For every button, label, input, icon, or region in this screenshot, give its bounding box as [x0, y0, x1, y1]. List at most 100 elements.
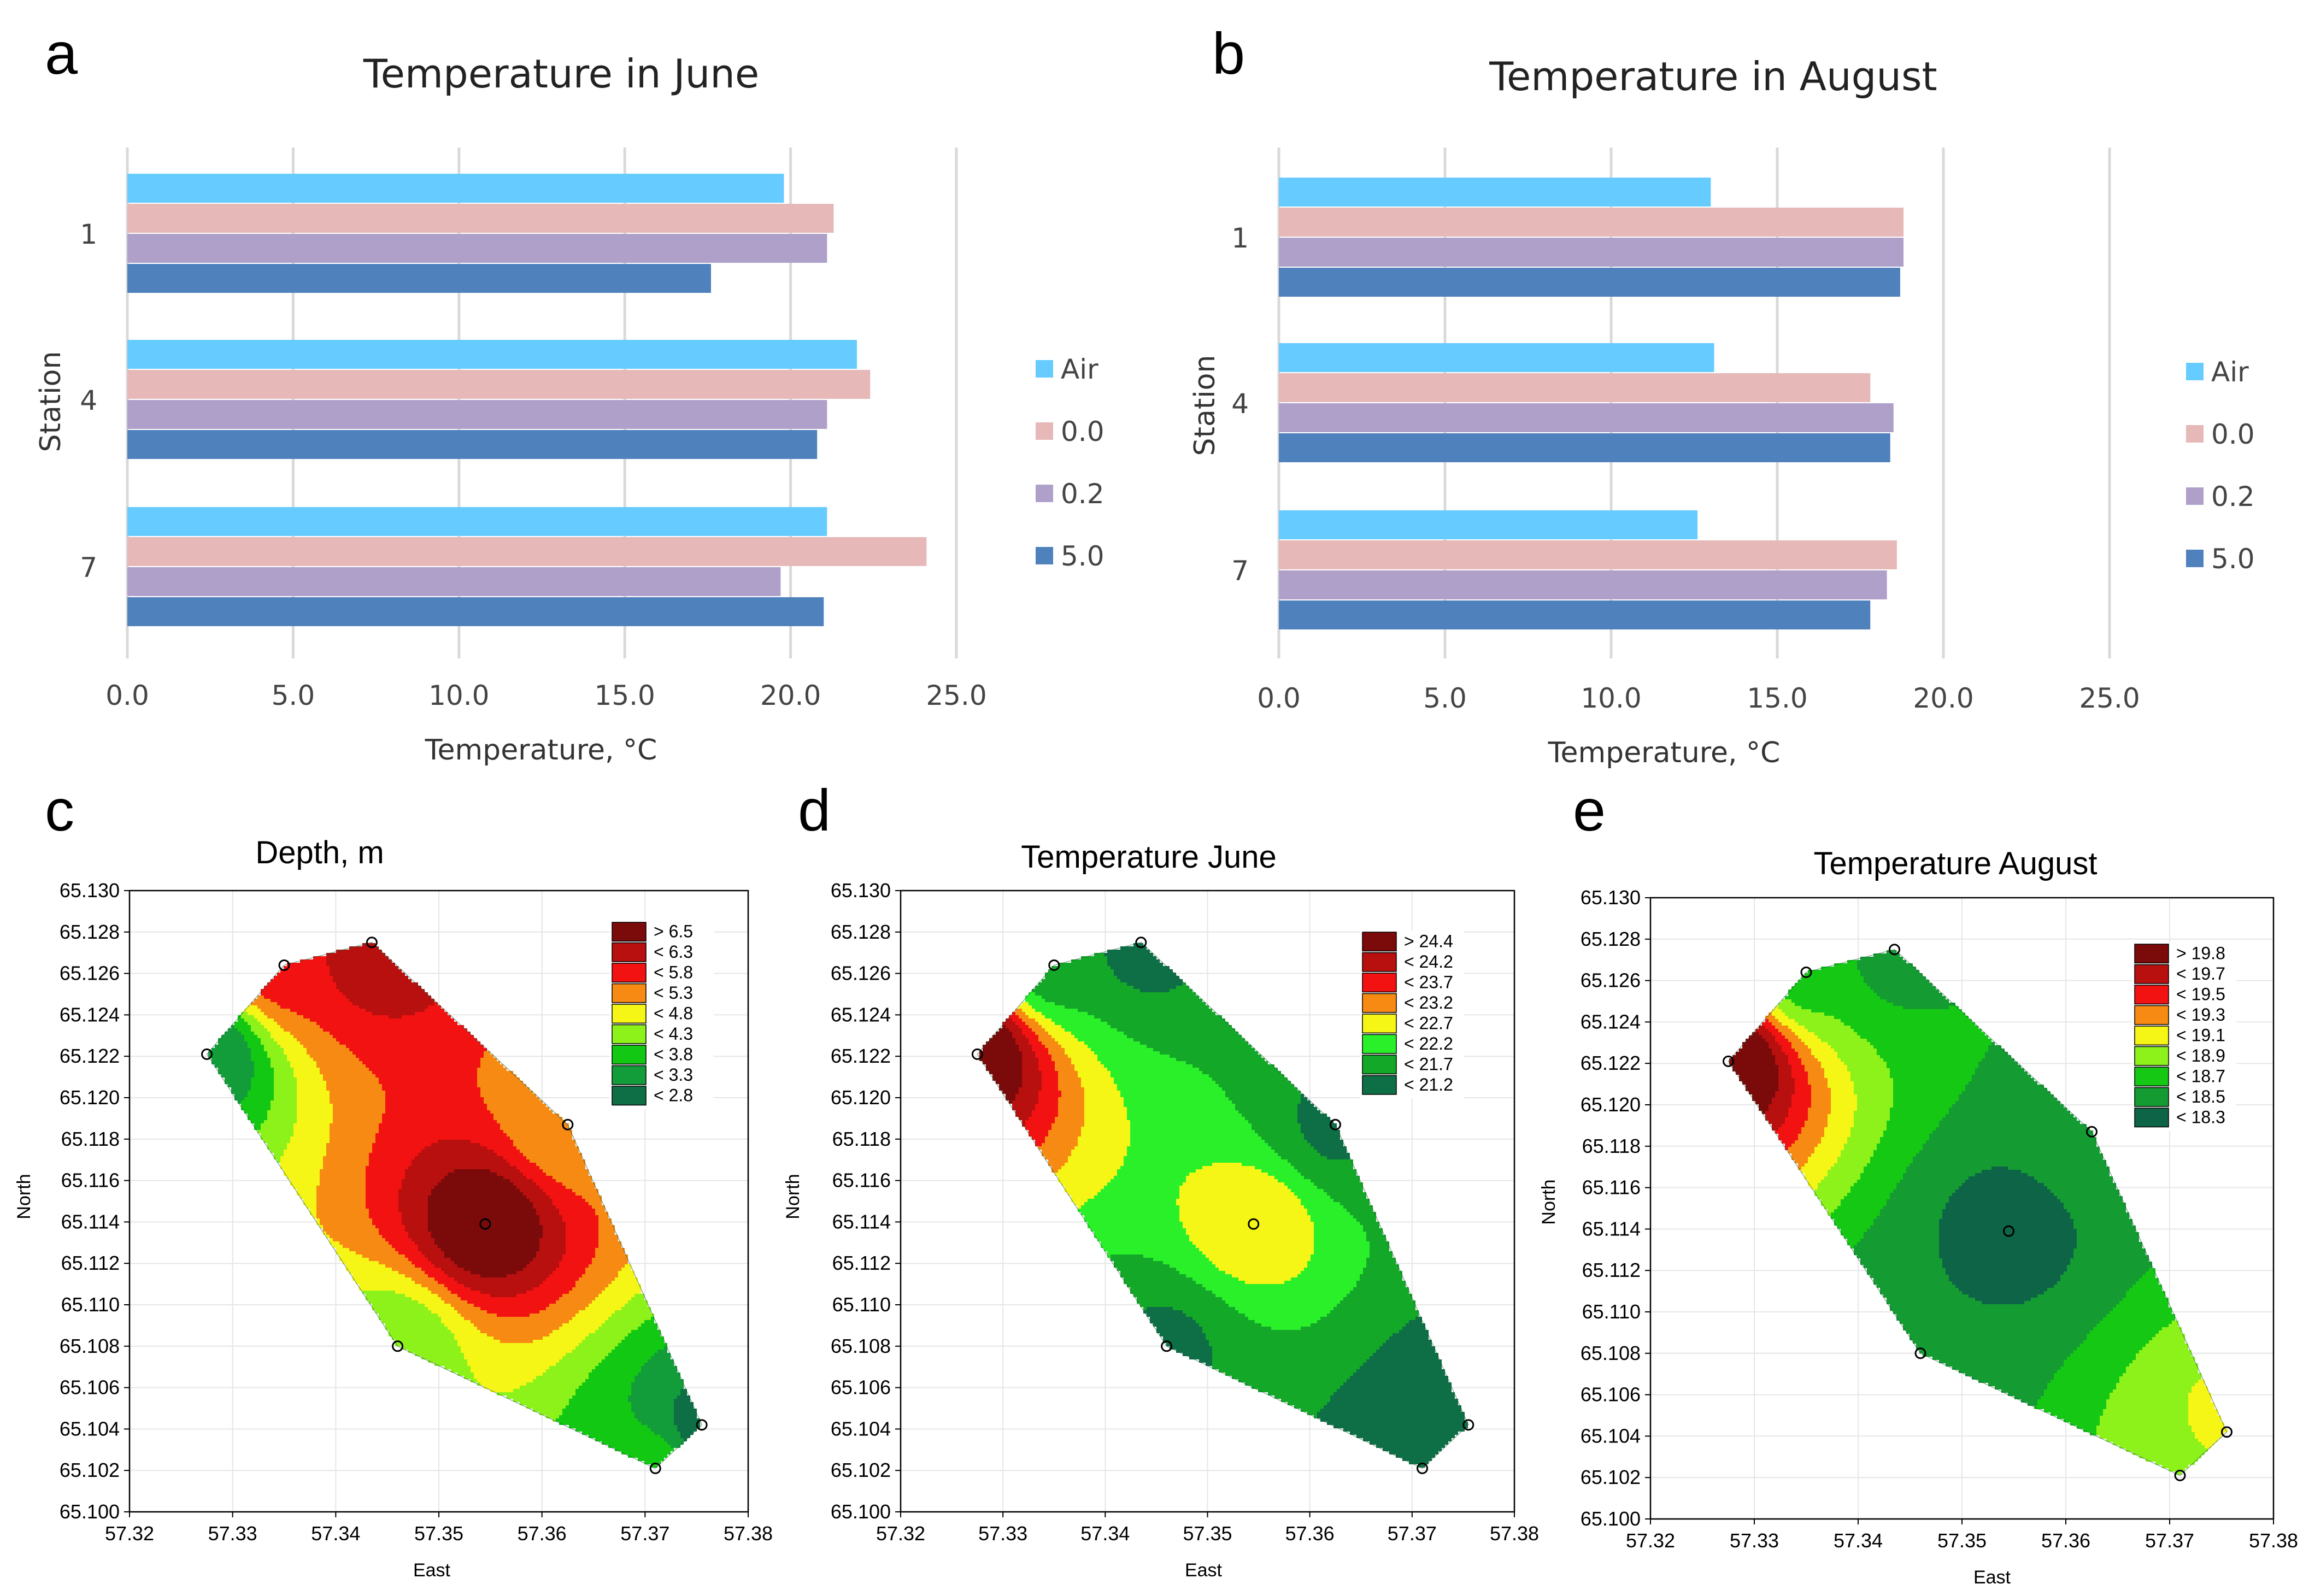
contour-band [1179, 1195, 1297, 1199]
contour-band [615, 1346, 664, 1350]
contour-band [1887, 1301, 1982, 1304]
contour-band [428, 1307, 454, 1310]
contour-band [559, 1415, 634, 1418]
contour-band [1857, 963, 1913, 967]
contour-band [1252, 1386, 1340, 1389]
contour-band [1065, 1005, 1209, 1009]
contour-band [389, 1015, 402, 1018]
contour-band [2070, 1258, 2149, 1262]
contour-band [1808, 1081, 1828, 1085]
contour-band [566, 1222, 598, 1225]
contour-band [1192, 1064, 1274, 1068]
contour-band [1903, 1173, 1975, 1176]
contour-band [674, 1418, 700, 1422]
contour-band [372, 1307, 428, 1310]
contour-band [1202, 1071, 1281, 1074]
contour-band [1890, 1108, 1949, 1111]
contour-band [2132, 1452, 2205, 1455]
contour-band [1360, 1274, 1402, 1277]
contour-band [1107, 1251, 1202, 1255]
contour-band [428, 1258, 451, 1261]
contour-band [284, 1048, 307, 1051]
contour-band [543, 1281, 575, 1284]
contour-band [1788, 1111, 1808, 1114]
contour-band [1821, 1203, 1841, 1206]
contour-band [1179, 1212, 1307, 1215]
contour-band [1058, 1041, 1084, 1045]
contour-band [431, 1143, 480, 1146]
contour-band [1015, 1041, 1029, 1045]
contour-band [536, 1376, 589, 1379]
contour-band [1130, 1143, 1268, 1146]
contour-band [379, 1127, 500, 1130]
contour-band [1801, 1058, 1818, 1062]
contour-band [575, 1389, 631, 1392]
contour-band [536, 1251, 566, 1255]
contour-band [1051, 1035, 1074, 1038]
contour-band [1791, 1071, 1808, 1075]
contour-band [530, 1199, 553, 1202]
contour-band [1284, 1182, 1314, 1186]
contour-band [1821, 967, 1857, 970]
contour-band [539, 1166, 585, 1169]
contour-band [1867, 1271, 1946, 1275]
contour-band [595, 1438, 664, 1441]
contour-band [244, 1009, 261, 1012]
contour-band [546, 1307, 585, 1310]
contour-band [1114, 969, 1173, 973]
legend-label: < 23.2 [1404, 993, 1453, 1012]
contour-band [1048, 1163, 1065, 1166]
contour-band [677, 1395, 690, 1399]
contour-band [1854, 1114, 1890, 1117]
legend-label: < 18.5 [2176, 1087, 2225, 1106]
contour-band [510, 1179, 533, 1182]
contour-band [1932, 1357, 2067, 1360]
contour-band [1025, 1012, 1042, 1015]
contour-band [608, 1284, 641, 1287]
contour-band [366, 1009, 425, 1012]
contour-band [618, 1271, 634, 1274]
contour-band [208, 1051, 251, 1055]
legend-label: < 19.3 [2176, 1005, 2225, 1024]
contour-band [513, 1389, 575, 1392]
legend-label: < 4.8 [654, 1004, 693, 1023]
contour-band [1127, 1035, 1242, 1038]
contour-band [1055, 1022, 1107, 1025]
contour-band [1406, 1323, 1425, 1327]
contour-band [595, 1255, 628, 1258]
contour-band [1209, 1340, 1386, 1343]
contour-band [638, 1418, 674, 1422]
contour-band [441, 1297, 461, 1300]
panel-label-d: d [798, 777, 831, 843]
contour-band [385, 1094, 480, 1097]
contour-band [1048, 969, 1114, 973]
y-tick-labels: 65.10065.10265.10465.10665.10865.11065.1… [60, 879, 130, 1523]
contour-band [1857, 1094, 1893, 1098]
contour-band [1765, 1019, 1769, 1022]
contour-band [2188, 1399, 2211, 1403]
contour-band [1133, 943, 1143, 946]
contour-band [1854, 1117, 1890, 1121]
contour-band [1261, 1169, 1297, 1173]
contour-band [425, 1146, 487, 1150]
contour-band [1811, 1052, 1837, 1055]
contour-band [503, 1176, 526, 1179]
contour-band [333, 1238, 385, 1241]
y-tick-label: 65.106 [1581, 1383, 1641, 1406]
contour-band [1288, 1402, 1327, 1405]
contour-band [382, 1087, 480, 1091]
sample-point [1723, 1055, 1734, 1067]
y-tick-label: 65.120 [831, 1086, 891, 1109]
contour-band [1304, 1176, 1360, 1179]
contour-band [1801, 976, 1864, 980]
contour-band [1235, 1307, 1333, 1310]
contour-band [320, 1071, 372, 1074]
contour-band [1926, 1140, 2096, 1144]
contour-band [569, 1399, 628, 1402]
contour-band [1045, 976, 1117, 979]
contour-band [1297, 1110, 1320, 1114]
contour-band [297, 1094, 330, 1097]
contour-band [1048, 1130, 1081, 1133]
contour-band [2106, 1439, 2198, 1442]
sample-point [1048, 959, 1060, 971]
